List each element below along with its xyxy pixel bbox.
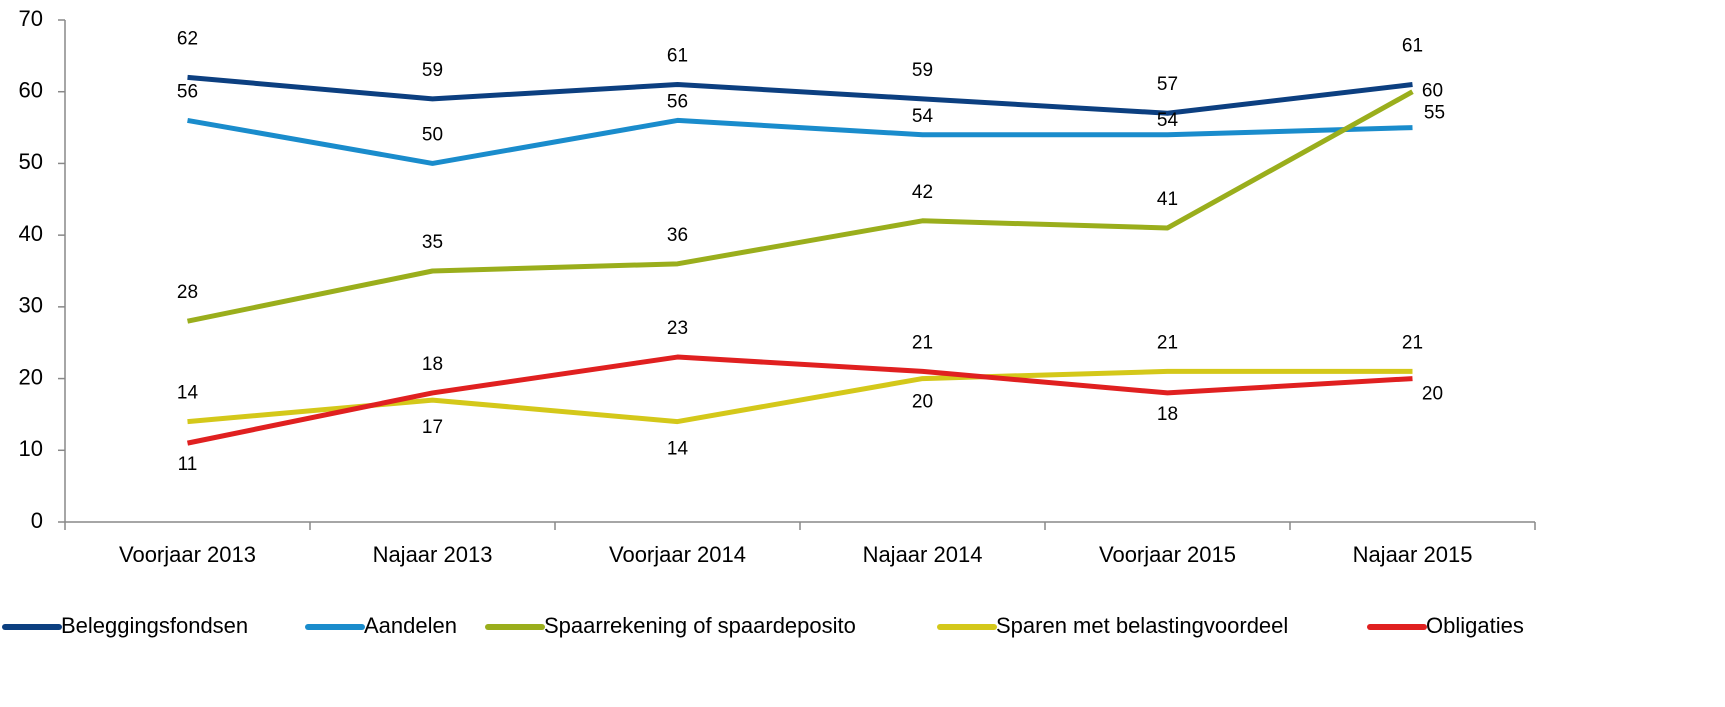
- data-label: 62: [177, 28, 198, 49]
- y-tick-label: 50: [19, 149, 43, 174]
- x-tick-label: Voorjaar 2015: [1099, 542, 1236, 567]
- data-label: 28: [177, 282, 198, 303]
- data-label: 23: [667, 318, 688, 339]
- data-label: 61: [1402, 36, 1423, 57]
- y-tick-label: 20: [19, 364, 43, 389]
- y-tick-label: 30: [19, 293, 43, 318]
- series-line: [186, 89, 1414, 324]
- data-label: 61: [667, 46, 688, 67]
- legend-label: Obligaties: [1426, 613, 1524, 638]
- data-label: 54: [912, 106, 934, 127]
- data-label: 36: [667, 225, 688, 246]
- data-label: 59: [912, 60, 933, 81]
- y-tick-label: 60: [19, 78, 43, 103]
- legend-label: Sparen met belastingvoordeel: [996, 613, 1288, 638]
- series-line: [187, 368, 1413, 425]
- data-label: 55: [1424, 103, 1445, 124]
- data-label: 42: [912, 182, 933, 203]
- data-label: 20: [1422, 384, 1443, 405]
- data-label: 59: [422, 60, 443, 81]
- data-label: 57: [1157, 74, 1178, 95]
- data-label: 18: [1157, 404, 1178, 425]
- data-label: 54: [1157, 110, 1179, 131]
- x-tick-label: Voorjaar 2013: [119, 542, 256, 567]
- data-label: 20: [912, 392, 933, 413]
- data-label: 18: [422, 354, 443, 375]
- y-tick-label: 40: [19, 221, 43, 246]
- x-tick-label: Voorjaar 2014: [609, 542, 746, 567]
- data-label: 60: [1422, 81, 1443, 102]
- legend-label: Beleggingsfondsen: [61, 613, 248, 638]
- data-label: 14: [177, 383, 199, 404]
- data-label: 21: [1402, 332, 1423, 353]
- y-tick-label: 70: [19, 6, 43, 31]
- data-label: 50: [422, 124, 443, 145]
- data-label: 17: [422, 417, 443, 438]
- x-tick-label: Najaar 2013: [373, 542, 493, 567]
- y-tick-label: 10: [19, 436, 43, 461]
- series-line: [187, 117, 1413, 166]
- data-label: 21: [912, 332, 933, 353]
- series-line: [186, 354, 1413, 446]
- legend-label: Spaarrekening of spaardeposito: [544, 613, 856, 638]
- data-label: 56: [177, 81, 198, 102]
- data-label: 14: [667, 439, 689, 460]
- legend-label: Aandelen: [364, 613, 457, 638]
- data-label: 21: [1157, 332, 1178, 353]
- data-label: 35: [422, 232, 443, 253]
- x-tick-label: Najaar 2015: [1353, 542, 1473, 567]
- data-label: 41: [1157, 189, 1178, 210]
- data-label: 56: [667, 91, 688, 112]
- y-tick-label: 0: [31, 508, 43, 533]
- series-line: [187, 74, 1413, 116]
- data-label: 11: [178, 454, 198, 475]
- x-tick-label: Najaar 2014: [863, 542, 983, 567]
